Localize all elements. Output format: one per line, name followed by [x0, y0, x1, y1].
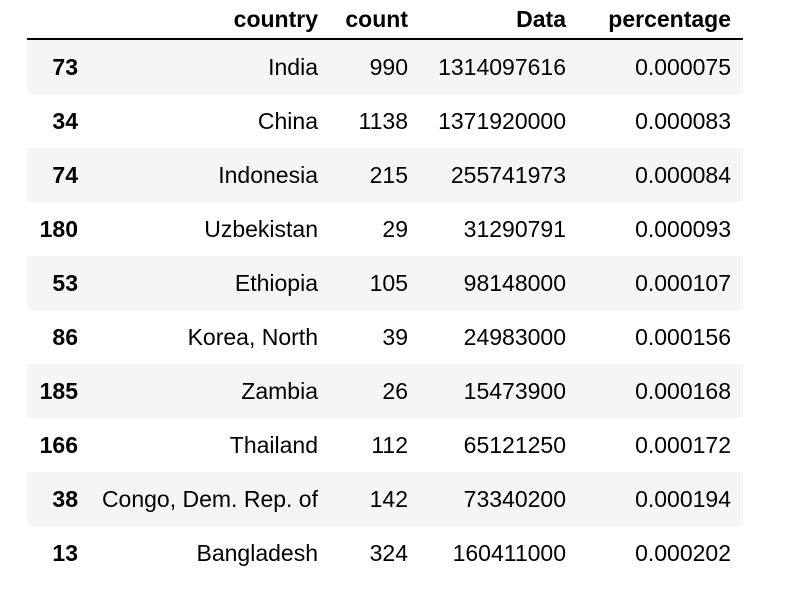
cell-data: 1314097616: [438, 53, 566, 80]
row-index: 86: [52, 323, 78, 350]
row-index: 185: [39, 377, 78, 404]
table-row: 180 Uzbekistan 29 31290791 0.000093: [27, 202, 743, 256]
row-index: 34: [52, 107, 78, 134]
header-country: country: [90, 0, 330, 40]
cell-count: 215: [369, 161, 408, 188]
table-header: country count Data percentage: [27, 0, 743, 40]
cell-count: 324: [369, 539, 408, 566]
cell-data: 1371920000: [438, 107, 566, 134]
table-row: 73 India 990 1314097616 0.000075: [27, 39, 743, 94]
row-index: 74: [52, 161, 78, 188]
cell-count: 29: [382, 215, 408, 242]
cell-percentage: 0.000083: [635, 107, 731, 134]
row-index: 13: [52, 539, 78, 566]
cell-percentage: 0.000172: [635, 431, 731, 458]
cell-country: Thailand: [229, 431, 318, 458]
row-index: 53: [52, 269, 78, 296]
cell-data: 160411000: [452, 539, 566, 566]
cell-country: China: [257, 107, 318, 134]
cell-data: 15473900: [463, 377, 566, 404]
row-index: 38: [52, 485, 78, 512]
cell-percentage: 0.000084: [635, 161, 731, 188]
table-row: 53 Ethiopia 105 98148000 0.000107: [27, 256, 743, 310]
cell-count: 112: [371, 431, 408, 458]
cell-country: Uzbekistan: [204, 215, 318, 242]
cell-count: 26: [382, 377, 408, 404]
cell-data: 73340200: [463, 485, 566, 512]
cell-country: Congo, Dem. Rep. of: [101, 485, 318, 512]
cell-count: 1138: [358, 107, 408, 134]
cell-country: Bangladesh: [196, 539, 319, 566]
cell-data: 255741973: [450, 161, 566, 188]
cell-country: Zambia: [241, 377, 318, 404]
row-index: 166: [39, 431, 78, 458]
cell-data: 98148000: [463, 269, 566, 296]
table-row: 185 Zambia 26 15473900 0.000168: [27, 364, 743, 418]
dataframe-table: country count Data percentage 73 India 990…: [27, 0, 743, 580]
table-row: 74 Indonesia 215 255741973 0.000084: [27, 148, 743, 202]
table-row: 166 Thailand 112 65121250 0.000172: [27, 418, 743, 472]
cell-data: 31290791: [463, 215, 566, 242]
table-row: 13 Bangladesh 324 160411000 0.000202: [27, 526, 743, 580]
cell-count: 39: [382, 323, 408, 350]
cell-country: Indonesia: [218, 161, 318, 188]
cell-percentage: 0.000156: [635, 323, 731, 350]
cell-percentage: 0.000107: [635, 269, 731, 296]
header-percentage: percentage: [578, 0, 743, 40]
cell-data: 65121250: [463, 431, 566, 458]
row-index: 73: [52, 53, 78, 80]
table-row: 86 Korea, North 39 24983000 0.000156: [27, 310, 743, 364]
cell-percentage: 0.000202: [635, 539, 731, 566]
cell-percentage: 0.000075: [635, 53, 731, 80]
cell-count: 990: [369, 53, 408, 80]
table-row: 34 China 1138 1371920000 0.000083: [27, 94, 743, 148]
cell-country: Ethiopia: [234, 269, 318, 296]
cell-country: India: [268, 53, 318, 80]
header-data: Data: [420, 0, 578, 40]
cell-percentage: 0.000093: [635, 215, 731, 242]
table-row: 38 Congo, Dem. Rep. of 142 73340200 0.000194: [27, 472, 743, 526]
cell-count: 142: [369, 485, 408, 512]
cell-country: Korea, North: [187, 323, 318, 350]
cell-data: 24983000: [463, 323, 566, 350]
table-body: 73 India 990 1314097616 0.000075 34 China 1138 1…: [27, 39, 743, 580]
header-row: country count Data percentage: [27, 0, 743, 40]
row-index: 180: [39, 215, 78, 242]
cell-percentage: 0.000168: [635, 377, 731, 404]
cell-count: 105: [369, 269, 408, 296]
cell-percentage: 0.000194: [635, 485, 731, 512]
dataframe-output: country count Data percentage 73 India 990…: [27, 0, 743, 580]
header-index: [27, 0, 90, 40]
header-count: count: [330, 0, 420, 40]
